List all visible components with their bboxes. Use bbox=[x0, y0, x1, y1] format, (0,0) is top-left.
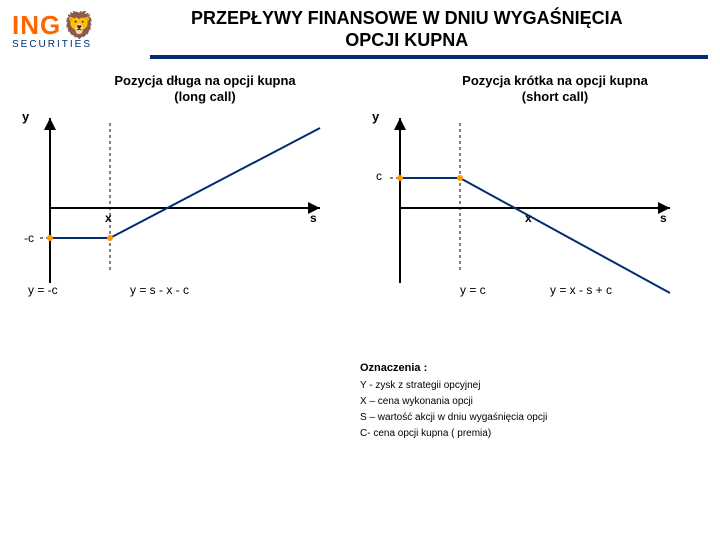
sc-eq1: y = c bbox=[460, 283, 486, 297]
header: ING 🦁 SECURITIES PRZEPŁYWY FINANSOWE W D… bbox=[0, 0, 720, 51]
sc-y-label: y bbox=[372, 109, 379, 124]
legend-line-4: C- cena opcji kupna ( premia) bbox=[360, 426, 547, 442]
lc-title2: (long call) bbox=[174, 89, 235, 104]
sc-title2: (short call) bbox=[522, 89, 588, 104]
legend-line-3: S – wartość akcji w dniu wygaśnięcia opc… bbox=[360, 410, 547, 426]
lc-title1: Pozycja długa na opcji kupna bbox=[114, 73, 295, 88]
legend-heading: Oznaczenia : bbox=[360, 360, 547, 378]
brand-text: ING bbox=[12, 10, 61, 41]
lc-s-label: s bbox=[310, 211, 317, 225]
logo-block: ING 🦁 SECURITIES bbox=[12, 10, 106, 50]
long-call-chart: Pozycja długa na opcji kupna (long call)… bbox=[20, 73, 340, 313]
long-call-svg bbox=[20, 73, 340, 313]
title-line1: PRZEPŁYWY FINANSOWE W DNIU WYGAŚNIĘCIA bbox=[191, 8, 623, 28]
logo-top: ING 🦁 bbox=[12, 10, 96, 41]
short-call-title: Pozycja krótka na opcji kupna (short cal… bbox=[430, 73, 680, 104]
legend-block: Oznaczenia : Y - zysk z strategii opcyjn… bbox=[360, 360, 547, 442]
charts-row: Pozycja długa na opcji kupna (long call)… bbox=[0, 59, 720, 313]
lc-y-label: y bbox=[22, 109, 29, 124]
sc-s-label: s bbox=[660, 211, 667, 225]
lc-c-label: -c bbox=[24, 231, 34, 245]
long-call-title: Pozycja długa na opcji kupna (long call) bbox=[80, 73, 330, 104]
sc-eq2: y = x - s + c bbox=[550, 283, 612, 297]
legend-line-2: X – cena wykonania opcji bbox=[360, 394, 547, 410]
lc-eq1: y = -c bbox=[28, 283, 58, 297]
legend-line-1: Y - zysk z strategii opcyjnej bbox=[360, 378, 547, 394]
sc-x-label: x bbox=[525, 211, 532, 225]
page-title: PRZEPŁYWY FINANSOWE W DNIU WYGAŚNIĘCIA O… bbox=[106, 8, 708, 51]
short-call-svg bbox=[370, 73, 690, 313]
lion-icon: 🦁 bbox=[63, 10, 95, 41]
short-call-chart: Pozycja krótka na opcji kupna (short cal… bbox=[370, 73, 690, 313]
brand-sub: SECURITIES bbox=[12, 39, 106, 50]
sc-title1: Pozycja krótka na opcji kupna bbox=[462, 73, 648, 88]
title-line2: OPCJI KUPNA bbox=[345, 30, 468, 50]
sc-c-label: c bbox=[376, 169, 382, 183]
lc-eq2: y = s - x - c bbox=[130, 283, 189, 297]
lc-x-label: x bbox=[105, 211, 112, 225]
